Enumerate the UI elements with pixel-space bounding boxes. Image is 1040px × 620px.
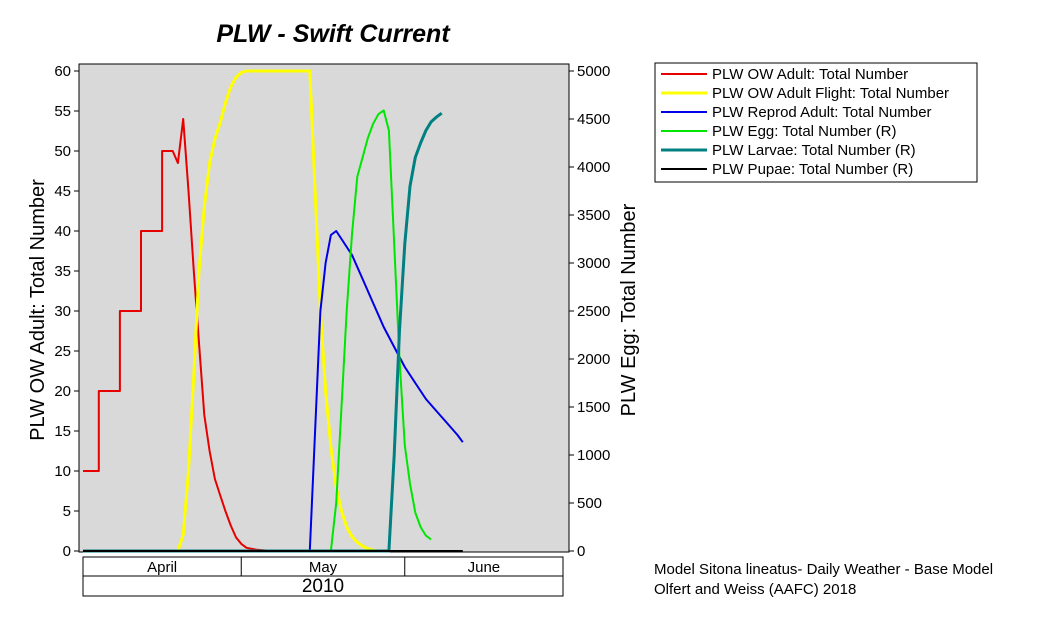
series-line-1 <box>83 118 268 552</box>
left-tick-label: 55 <box>54 103 71 120</box>
month-label: June <box>468 559 501 576</box>
legend-entry-label: PLW Larvae: Total Number (R) <box>712 142 916 159</box>
right-tick-label: 2000 <box>577 351 610 368</box>
y-axis-right-label: PLW Egg: Total Number <box>618 203 640 416</box>
right-tick-label: 1500 <box>577 399 610 416</box>
left-tick-label: 50 <box>54 143 71 160</box>
chart-title: PLW - Swift Current <box>216 20 451 48</box>
left-tick-label: 10 <box>54 463 71 480</box>
right-tick-label: 3000 <box>577 255 610 272</box>
right-tick-label: 0 <box>577 543 585 560</box>
legend-entry-label: PLW OW Adult Flight: Total Number <box>712 85 949 102</box>
legend-entry-label: PLW Pupae: Total Number (R) <box>712 161 913 178</box>
right-tick-label: 4000 <box>577 159 610 176</box>
left-tick-label: 15 <box>54 423 71 440</box>
month-label: April <box>147 559 177 576</box>
legend-entry-label: PLW Reprod Adult: Total Number <box>712 104 932 121</box>
left-tick-label: 35 <box>54 263 71 280</box>
y-axis-left-label: PLW OW Adult: Total Number <box>27 179 49 441</box>
model-credits: Model Sitona lineatus- Daily Weather - B… <box>654 560 993 600</box>
left-tick-label: 45 <box>54 183 71 200</box>
right-tick-label: 2500 <box>577 303 610 320</box>
series-line-2 <box>83 69 379 553</box>
right-tick-label: 500 <box>577 495 602 512</box>
right-tick-label: 3500 <box>577 207 610 224</box>
left-tick-label: 25 <box>54 343 71 360</box>
plot-area <box>78 63 570 553</box>
left-tick-label: 60 <box>54 63 71 80</box>
credit-line-1: Model Sitona lineatus- Daily Weather - B… <box>654 561 994 578</box>
series-line-4 <box>83 109 432 552</box>
month-label: May <box>309 559 338 576</box>
legend: PLW OW Adult: Total Number PLW OW Adult F… <box>654 62 978 183</box>
left-axis-ticks: 0 5 10 15 20 25 30 35 40 45 50 55 60 <box>54 63 79 560</box>
left-tick-label: 30 <box>54 303 71 320</box>
left-tick-label: 20 <box>54 383 71 400</box>
right-tick-label: 1000 <box>577 447 610 464</box>
legend-entry-label: PLW OW Adult: Total Number <box>712 66 908 83</box>
left-tick-label: 40 <box>54 223 71 240</box>
year-label: 2010 <box>302 576 344 597</box>
month-axis: April May June <box>82 556 564 577</box>
year-axis: 2010 <box>82 575 564 597</box>
series-lines <box>83 69 464 553</box>
year-box <box>82 575 564 597</box>
series-line-3 <box>83 230 464 552</box>
legend-box <box>654 62 978 183</box>
series-line-5 <box>83 111 443 553</box>
credit-line-2: Olfert and Weiss (AAFC) 2018 <box>654 581 857 598</box>
right-tick-label: 4500 <box>577 111 610 128</box>
legend-entry-label: PLW Egg: Total Number (R) <box>712 123 897 140</box>
left-tick-label: 0 <box>63 543 71 560</box>
right-tick-label: 5000 <box>577 63 610 80</box>
left-tick-label: 5 <box>63 503 71 520</box>
right-axis-ticks: 0 500 1000 1500 2000 2500 3000 3500 4000 4500 5000 <box>569 63 610 560</box>
